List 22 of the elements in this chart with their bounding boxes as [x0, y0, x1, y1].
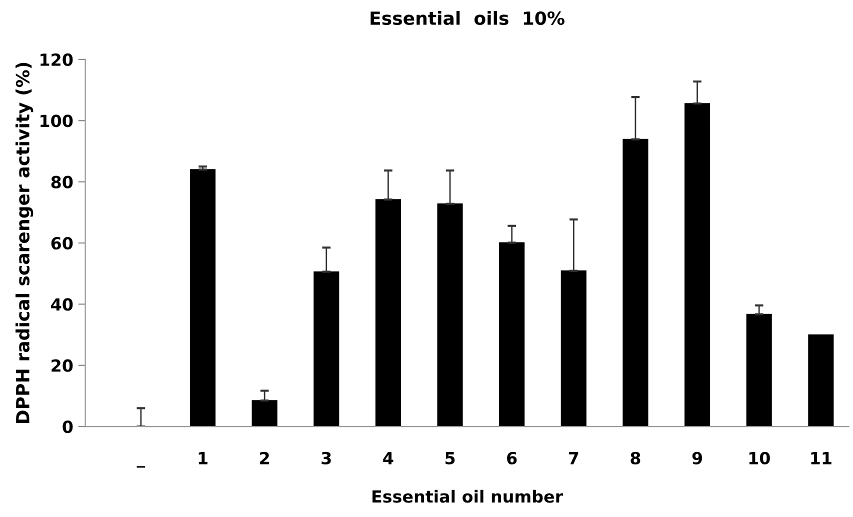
y-tick-label: 40 [51, 298, 73, 311]
y-tick-label: 0 [62, 420, 73, 434]
y-tick-label: 80 [51, 176, 73, 188]
y-tick-label: 60 [51, 236, 73, 250]
y-tick-label: 100 [40, 114, 73, 128]
y-tick-label: 20 [52, 359, 73, 372]
y-tick-label: 120 [40, 53, 73, 66]
x-tick-label: 6 [507, 452, 517, 464]
x-tick-label: 5 [446, 452, 455, 464]
x-tick-label: _ [136, 466, 146, 468]
x-tick-label: 1 [198, 452, 208, 464]
x-tick-label: 2 [260, 452, 269, 464]
x-tick-label: 8 [630, 452, 640, 464]
x-tick-label: 4 [383, 452, 394, 464]
chart-title: Essential oils 10% [370, 11, 564, 25]
x-tick-label: 10 [749, 452, 770, 464]
x-axis-title: Essential oil number [372, 490, 564, 503]
x-tick-label: 7 [568, 452, 578, 464]
x-tick-label: 3 [322, 452, 331, 464]
x-tick-label: 9 [692, 452, 702, 464]
x-tick-label: 11 [811, 452, 832, 464]
y-axis-title: DPPH radical scarenger activity (%) [16, 62, 34, 424]
